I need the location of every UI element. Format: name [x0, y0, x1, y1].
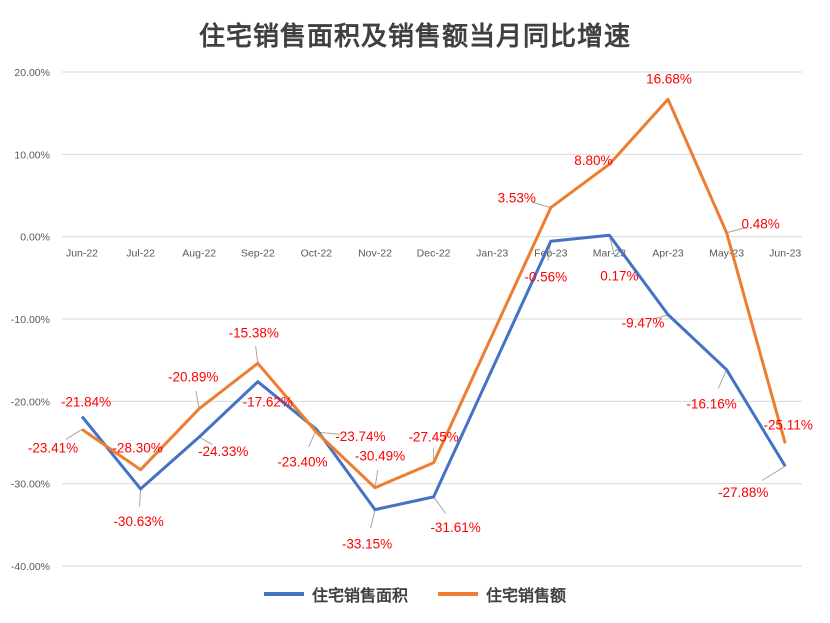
data-label: -31.61%: [430, 520, 480, 535]
leader-line: [65, 428, 83, 440]
x-tick-label: Jun-23: [769, 248, 801, 260]
data-label: -23.74%: [335, 429, 385, 444]
legend-label-sales: 住宅销售额: [486, 586, 567, 605]
data-label: -28.30%: [112, 441, 162, 456]
grid-lines: [62, 71, 802, 567]
legend: 住宅销售面积 住宅销售额: [0, 582, 830, 606]
legend-item-sales: 住宅销售额: [438, 582, 566, 606]
leader-line: [654, 314, 669, 320]
x-tick-label: Jan-23: [476, 248, 508, 260]
legend-label-area: 住宅销售面积: [311, 586, 408, 605]
legend-swatch-area: [263, 592, 304, 596]
data-label: 0.17%: [600, 268, 638, 283]
leader-line: [374, 470, 379, 488]
data-label: -21.84%: [61, 394, 111, 409]
leader-line: [255, 346, 259, 364]
y-tick-label: -40.00%: [11, 561, 50, 573]
y-tick-label: -10.00%: [11, 314, 50, 326]
leader-line: [139, 488, 142, 507]
y-tick-label: -20.00%: [11, 396, 50, 408]
x-tick-label: Oct-22: [301, 248, 333, 260]
data-label: 8.80%: [574, 153, 612, 168]
data-label: -9.47%: [622, 316, 665, 331]
chart-title: 住宅销售面积及销售额当月同比增速: [198, 22, 631, 52]
x-tick-label: Apr-23: [652, 248, 684, 260]
x-tick-label: Aug-22: [182, 248, 216, 260]
data-label: -23.41%: [28, 440, 78, 455]
x-tick-label: Sep-22: [241, 248, 275, 260]
data-label: -27.45%: [408, 430, 458, 445]
leader-line: [531, 201, 551, 209]
legend-swatch-sales: [438, 592, 478, 596]
series-line-area: [80, 233, 787, 512]
data-label: -20.89%: [168, 370, 218, 385]
data-label: -25.11%: [764, 417, 813, 432]
x-tick-label: Jul-22: [126, 248, 155, 260]
data-label: -27.88%: [718, 485, 768, 500]
legend-item-area: 住宅销售面积: [263, 582, 408, 606]
data-label: -15.38%: [229, 325, 279, 340]
leader-line: [717, 369, 728, 389]
x-tick-label: May-23: [709, 248, 744, 260]
data-label: 0.48%: [741, 217, 779, 232]
data-label: 16.68%: [646, 71, 692, 86]
x-axis-ticks: Jun-22 Jul-22 Aug-22 Sep-22 Oct-22 Nov-22 Dec-…: [66, 248, 801, 260]
x-tick-label: Dec-22: [417, 248, 451, 260]
leader-line: [433, 496, 447, 514]
x-tick-label: Feb-23: [534, 248, 567, 260]
data-label: -0.56%: [524, 269, 567, 284]
data-label: -30.63%: [113, 514, 163, 529]
data-labels: -21.84% -30.63% -24.33% -17.62% -23.40% -33.1…: [28, 71, 813, 551]
leader-line: [761, 465, 786, 481]
x-tick-label: Jun-22: [66, 248, 98, 260]
data-label: -24.33%: [198, 444, 248, 459]
leader-line: [198, 436, 213, 446]
series-line-sales: [81, 97, 787, 490]
data-label: -30.49%: [355, 449, 405, 464]
y-tick-label: 10.00%: [14, 149, 50, 161]
y-tick-label: -30.00%: [11, 479, 50, 491]
y-axis-ticks: 20.00% 10.00% 0.00% -10.00% -20.00% -30.00% -4…: [11, 67, 50, 573]
leader-line: [195, 390, 200, 409]
y-tick-label: 0.00%: [20, 232, 50, 244]
data-label: -23.40%: [277, 454, 327, 469]
x-tick-label: Mar-23: [593, 248, 626, 260]
data-label: 3.53%: [498, 191, 536, 206]
series-lines: [80, 97, 787, 512]
y-tick-label: 20.00%: [14, 67, 50, 79]
leader-line: [370, 509, 376, 529]
data-label: -17.62%: [243, 395, 293, 410]
data-label: -16.16%: [686, 397, 736, 412]
data-label: -33.15%: [342, 537, 392, 552]
x-tick-label: Nov-22: [358, 248, 392, 260]
leader-line: [726, 227, 746, 234]
